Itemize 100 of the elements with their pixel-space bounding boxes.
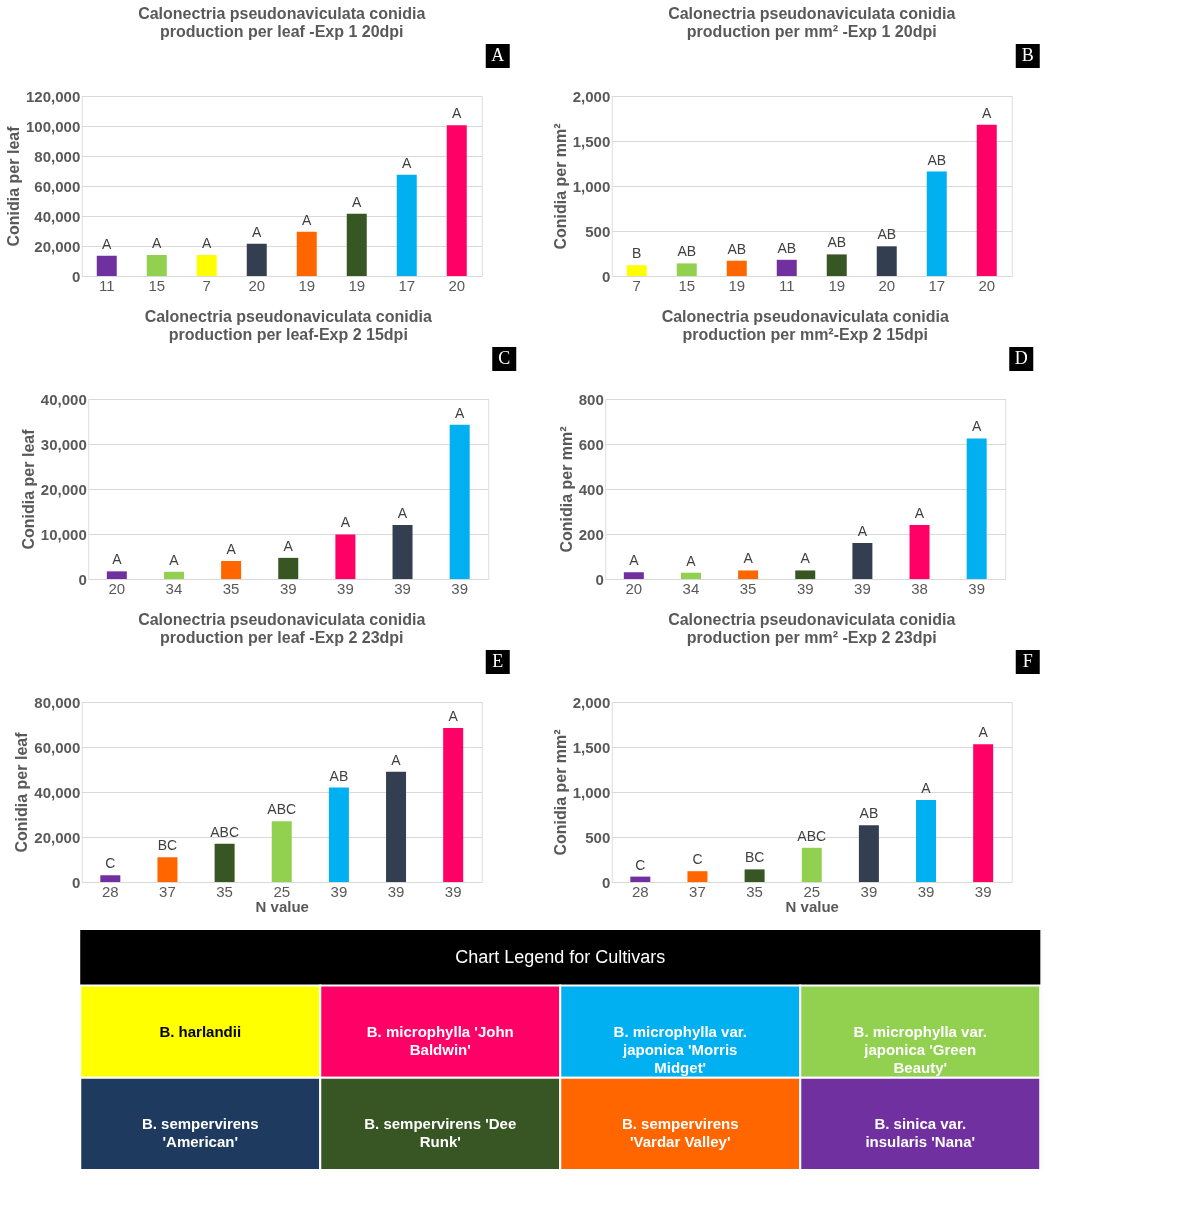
x-tick-label: 37 bbox=[159, 882, 176, 900]
x-tick-label: 19 bbox=[298, 276, 316, 294]
y-axis-title: Conidia per mm² bbox=[557, 426, 575, 553]
bar bbox=[726, 260, 747, 276]
data-label: A bbox=[982, 104, 993, 121]
x-tick-label: 35 bbox=[739, 579, 757, 597]
x-tick-label: 19 bbox=[828, 276, 846, 294]
y-tick-label: 600 bbox=[578, 435, 604, 453]
category-label: B. microphylla var. japonica 'Green Beauty' bbox=[853, 1022, 987, 1076]
x-tick-label: 34 bbox=[682, 579, 700, 597]
y-tick-label: 1,500 bbox=[572, 738, 611, 756]
text: D bbox=[1014, 348, 1028, 368]
y-tick-label: 2,000 bbox=[572, 693, 611, 711]
x-tick-label: 39 bbox=[796, 579, 814, 597]
data-label: ABC bbox=[797, 827, 827, 844]
y-tick-label: 0 bbox=[71, 267, 81, 285]
data-label: A bbox=[226, 541, 237, 557]
x-tick-label: 39 bbox=[860, 882, 878, 900]
x-tick-label: 35 bbox=[222, 579, 240, 597]
bar bbox=[296, 231, 317, 276]
bar bbox=[795, 570, 816, 579]
bar bbox=[335, 534, 356, 579]
data-label: A bbox=[972, 418, 983, 435]
data-label: A bbox=[102, 235, 113, 252]
bar bbox=[738, 570, 759, 579]
bar bbox=[826, 254, 847, 276]
bar bbox=[196, 255, 217, 276]
data-label: A bbox=[743, 550, 754, 567]
bar bbox=[687, 871, 708, 882]
bar bbox=[909, 525, 930, 579]
category-label: B. sempervirens 'American' bbox=[141, 1114, 259, 1150]
data-label: C bbox=[105, 855, 116, 872]
x-tick-label: 19 bbox=[348, 276, 366, 294]
data-label: A bbox=[914, 505, 925, 521]
y-tick-label: 120,000 bbox=[26, 87, 81, 105]
x-tick-label: 35 bbox=[216, 882, 233, 900]
x-tick-label: 20 bbox=[448, 276, 466, 294]
y-tick-label: 200 bbox=[578, 525, 604, 543]
bar bbox=[106, 571, 127, 579]
x-axis-title: N value bbox=[785, 897, 839, 915]
data-label: A bbox=[452, 105, 463, 122]
y-tick-label: 20,000 bbox=[34, 828, 81, 846]
bar bbox=[966, 438, 987, 579]
bar bbox=[801, 847, 822, 882]
data-label: A bbox=[302, 211, 313, 228]
data-label: BC bbox=[744, 849, 765, 866]
data-label: AB bbox=[677, 243, 697, 260]
x-tick-label: 39 bbox=[394, 579, 411, 597]
bar bbox=[163, 571, 184, 579]
y-tick-label: 100,000 bbox=[26, 117, 81, 135]
category-label: B. harlandii bbox=[159, 1022, 242, 1040]
text: F bbox=[1022, 651, 1033, 671]
x-tick-label: 7 bbox=[632, 276, 641, 294]
data-label: A bbox=[352, 193, 363, 210]
bar bbox=[976, 124, 997, 276]
y-tick-label: 30,000 bbox=[40, 435, 87, 453]
bar bbox=[776, 259, 797, 276]
x-tick-label: 20 bbox=[625, 579, 643, 597]
bar bbox=[396, 174, 417, 276]
bar bbox=[386, 771, 407, 882]
y-tick-label: 40,000 bbox=[34, 207, 81, 225]
y-tick-label: 0 bbox=[78, 570, 87, 588]
bar bbox=[157, 857, 178, 882]
x-tick-label: 25 bbox=[803, 882, 821, 900]
y-tick-label: 20,000 bbox=[34, 237, 81, 255]
x-tick-label: 19 bbox=[728, 276, 746, 294]
y-tick-label: 0 bbox=[601, 267, 611, 285]
x-tick-label: 34 bbox=[165, 579, 183, 597]
y-tick-label: 1,000 bbox=[572, 177, 611, 195]
x-tick-label: 17 bbox=[928, 276, 946, 294]
x-tick-label: 39 bbox=[330, 882, 348, 900]
x-tick-label: 20 bbox=[878, 276, 896, 294]
data-label: AB bbox=[827, 234, 847, 251]
bar bbox=[328, 787, 349, 882]
chart-title: Calonectria pseudonaviculata conidia production per leaf -Exp 1 20dpi bbox=[138, 5, 426, 40]
bar bbox=[630, 876, 651, 882]
data-label: A bbox=[448, 707, 459, 724]
data-label: A bbox=[402, 154, 413, 171]
data-label: A bbox=[921, 780, 932, 797]
category-label: B. microphylla 'John Baldwin' bbox=[366, 1022, 514, 1058]
y-tick-label: 400 bbox=[578, 480, 604, 498]
data-label: A bbox=[152, 235, 163, 251]
data-label: A bbox=[283, 537, 294, 554]
data-label: A bbox=[252, 223, 263, 240]
data-label: A bbox=[857, 523, 868, 539]
text: C bbox=[498, 348, 511, 368]
data-label: A bbox=[686, 552, 697, 569]
bar bbox=[146, 255, 167, 276]
x-tick-label: 20 bbox=[248, 276, 266, 294]
category-label: B. sempervirens 'Dee Runk' bbox=[364, 1114, 517, 1150]
y-tick-label: 500 bbox=[585, 222, 611, 240]
bar bbox=[744, 869, 765, 882]
bar bbox=[626, 265, 647, 276]
bar bbox=[852, 543, 873, 579]
data-label: C bbox=[635, 856, 646, 873]
bar bbox=[346, 213, 367, 276]
chart-title: Calonectria pseudonaviculata conidia production per mm²-Exp 2 15dpi bbox=[661, 308, 949, 343]
x-tick-label: 39 bbox=[444, 882, 462, 900]
text: B bbox=[1021, 45, 1034, 65]
x-tick-label: 15 bbox=[148, 276, 166, 294]
